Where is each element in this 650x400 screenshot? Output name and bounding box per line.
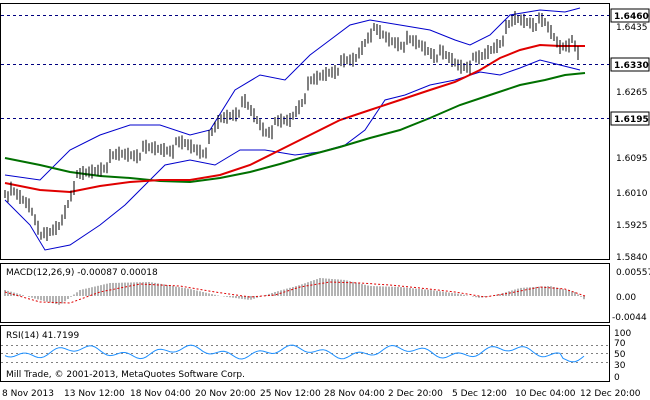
rsi-scale-label: 100 (614, 329, 631, 339)
rsi-scale-label: 0 (614, 373, 620, 383)
time-label: 20 Nov 20:00 (195, 389, 256, 399)
copyright-text: Mill Trade, © 2001-2013, MetaQuotes Soft… (6, 370, 245, 380)
rsi-scale-label: 70 (614, 339, 626, 349)
time-label: 2 Dec 20:00 (388, 389, 443, 399)
price-series-layer (4, 7, 586, 251)
rsi-header: RSI(14) 41.7199 (6, 331, 79, 341)
current-price-tag[interactable]: 1.6330 (610, 57, 650, 72)
price-axis: 1.6435 1.6265 1.6095 1.6010 1.5925 1.584… (616, 23, 648, 263)
rsi-series-layer (1, 344, 609, 363)
time-label: 8 Nov 2013 (2, 389, 54, 399)
macd-scale-label: -0.0044 (612, 313, 647, 323)
price-label: 1.6010 (616, 189, 648, 199)
time-label: 28 Nov 04:00 (324, 389, 385, 399)
svg-text:1.6460: 1.6460 (614, 12, 649, 22)
time-label: 13 Nov 12:00 (64, 389, 125, 399)
svg-text:1.6195: 1.6195 (614, 115, 649, 125)
level-lines (1, 15, 609, 119)
bollinger-lower-line (4, 59, 581, 251)
macd-header: MACD(12,26,9) -0.00087 0.00018 (6, 268, 158, 278)
time-label: 12 Dec 20:00 (580, 389, 641, 399)
slow-ma-line (4, 72, 586, 184)
macd-scale-label: 0.00557 (616, 268, 650, 278)
time-label: 5 Dec 12:00 (452, 389, 507, 399)
resistance-level-tag[interactable]: 1.6460 (610, 8, 650, 23)
support-level-tag[interactable]: 1.6195 (610, 111, 650, 126)
price-label: 1.6435 (616, 23, 648, 33)
rsi-scale-label: 30 (614, 361, 626, 371)
time-label: 18 Nov 04:00 (130, 389, 191, 399)
price-label: 1.6265 (616, 88, 648, 98)
time-axis: 8 Nov 2013 13 Nov 12:00 18 Nov 04:00 20 … (2, 389, 641, 399)
macd-scale-label: 0.00 (616, 293, 636, 303)
rsi-line (4, 344, 585, 363)
time-label: 10 Dec 04:00 (515, 389, 576, 399)
price-label: 1.5925 (616, 221, 648, 231)
macd-series-layer (4, 278, 586, 305)
price-label: 1.5840 (616, 253, 648, 263)
svg-text:1.6330: 1.6330 (614, 61, 649, 71)
price-label: 1.6095 (616, 154, 648, 164)
rsi-scale-label: 50 (614, 350, 626, 360)
bollinger-upper-line (4, 7, 581, 181)
time-label: 25 Nov 12:00 (260, 389, 321, 399)
macd-signal-line (4, 281, 586, 304)
fast-ma-line (4, 43, 585, 194)
price-panel[interactable] (0, 3, 610, 260)
